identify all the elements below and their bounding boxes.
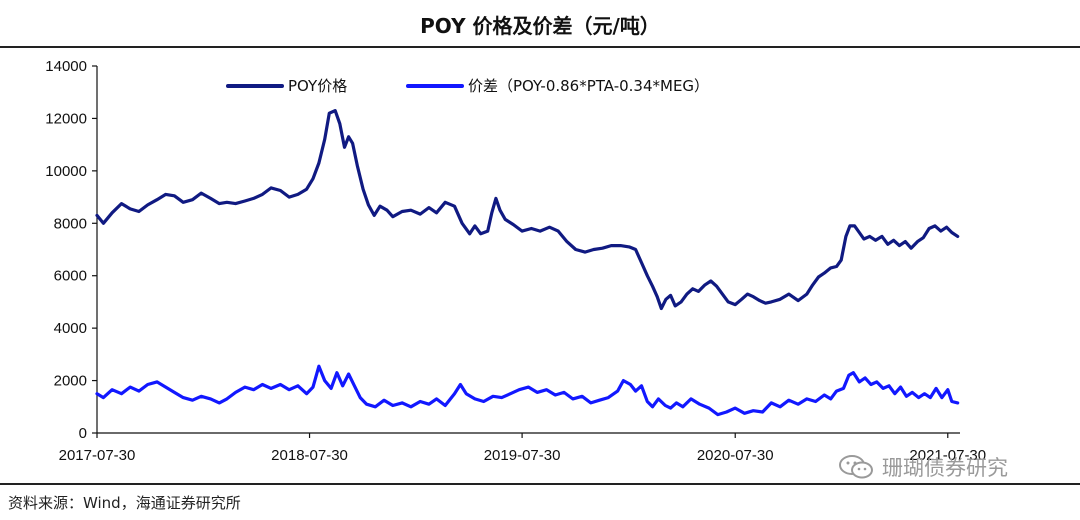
legend-label: 价差（POY-0.86*PTA-0.34*MEG）	[468, 77, 709, 95]
x-axis: 2017-07-30 2018-07-30 2019-07-30 2020-07-30…	[59, 432, 986, 464]
x-tick-label: 2020-07-30	[697, 447, 774, 464]
chart-area: 0 2000 4000 6000 8000 10000 12000 14000 2017-07…	[45, 58, 986, 464]
series-layer	[95, 109, 960, 417]
legend-item-spread: 价差（POY-0.86*PTA-0.34*MEG）	[406, 77, 709, 95]
legend-item-poy-price: POY价格	[226, 77, 347, 95]
y-tick-label: 6000	[54, 268, 87, 285]
y-tick-label: 14000	[45, 58, 87, 75]
x-tick-label: 2021-07-30	[909, 447, 986, 464]
series-line-poy-price	[95, 109, 960, 311]
watermark-text: 珊瑚债券研究	[882, 456, 1008, 480]
bottom-rule	[0, 483, 1080, 485]
source-note: 资料来源：Wind，海通证券研究所	[8, 494, 241, 512]
y-tick-label: 4000	[54, 320, 87, 337]
series-line-spread	[95, 364, 960, 417]
legend-label: POY价格	[288, 77, 347, 95]
y-tick-label: 8000	[54, 215, 87, 232]
chart-title: POY 价格及价差（元/吨）	[420, 14, 660, 38]
watermark: 珊瑚债券研究	[838, 452, 1008, 482]
y-tick-label: 12000	[45, 110, 87, 127]
top-rule	[0, 46, 1080, 48]
y-axis: 0 2000 4000 6000 8000 10000 12000 14000	[45, 58, 98, 442]
y-tick-label: 10000	[45, 163, 87, 180]
legend: POY价格 价差（POY-0.86*PTA-0.34*MEG）	[226, 77, 709, 95]
x-tick-label: 2017-07-30	[59, 447, 136, 464]
y-tick-label: 0	[79, 425, 87, 442]
y-tick-label: 2000	[54, 373, 87, 390]
x-tick-label: 2018-07-30	[271, 447, 348, 464]
x-tick-label: 2019-07-30	[484, 447, 561, 464]
wechat-icon	[839, 455, 873, 479]
